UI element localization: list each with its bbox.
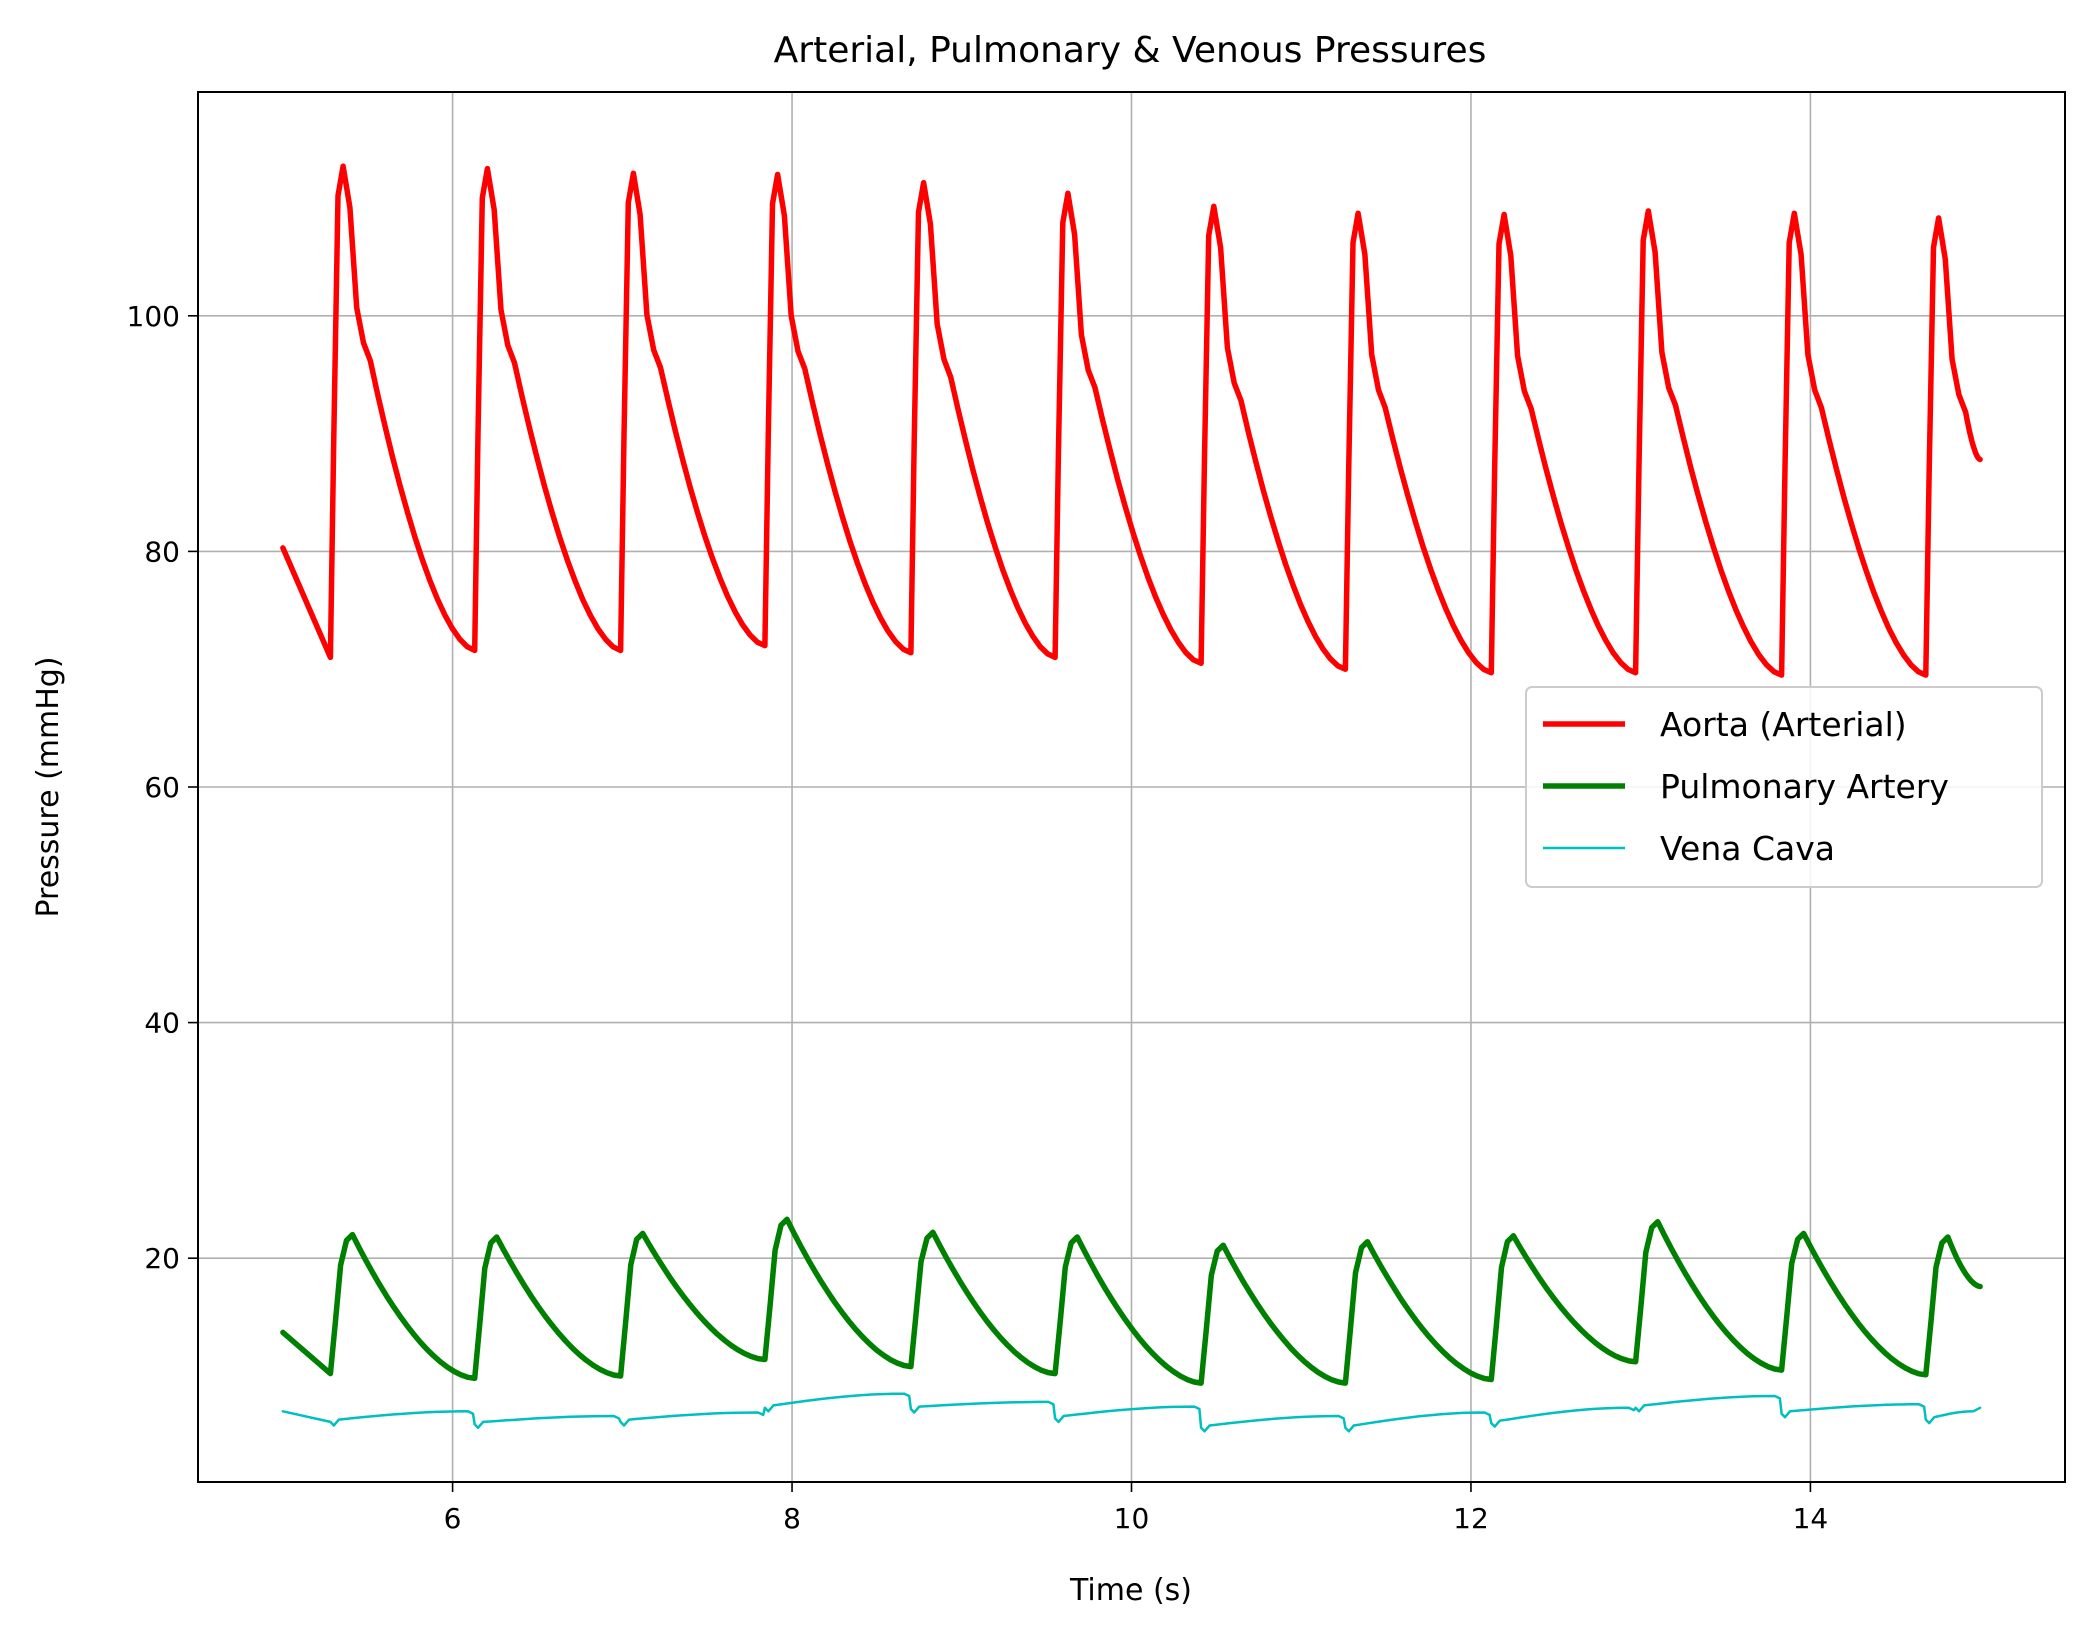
y-tick-label: 100 [127,300,180,333]
x-tick-label: 8 [783,1502,801,1535]
series-layer [280,163,1983,1433]
legend-label-aorta: Aorta (Arterial) [1660,705,1907,744]
chart-title: Arterial, Pulmonary & Venous Pressures [774,30,1487,71]
series-aorta-line [280,163,1983,678]
x-tick-label: 6 [444,1502,462,1535]
y-tick-label: 40 [144,1007,180,1040]
x-tick-label: 12 [1453,1502,1489,1535]
x-tick-label: 10 [1114,1502,1150,1535]
x-tick-label: 14 [1793,1502,1829,1535]
y-tick-label: 60 [144,771,180,804]
legend-label-pulmonary: Pulmonary Artery [1660,767,1949,806]
y-tick-label: 20 [144,1242,180,1275]
legend-label-vena-cava: Vena Cava [1660,829,1835,868]
legend: Aorta (Arterial) Pulmonary Artery Vena C… [1525,686,2043,888]
y-axis-label: Pressure (mmHg) [31,656,66,917]
series-pulmonary-artery-line [280,1216,1983,1386]
axis-ticks: 6 8 10 12 14 20 40 60 80 100 [127,300,1829,1535]
grid [198,92,2065,1482]
series-vena-cava-line [281,1392,1982,1433]
legend-box [1525,686,2043,888]
x-axis-label: Time (s) [1069,1573,1192,1608]
y-tick-label: 80 [144,535,180,568]
